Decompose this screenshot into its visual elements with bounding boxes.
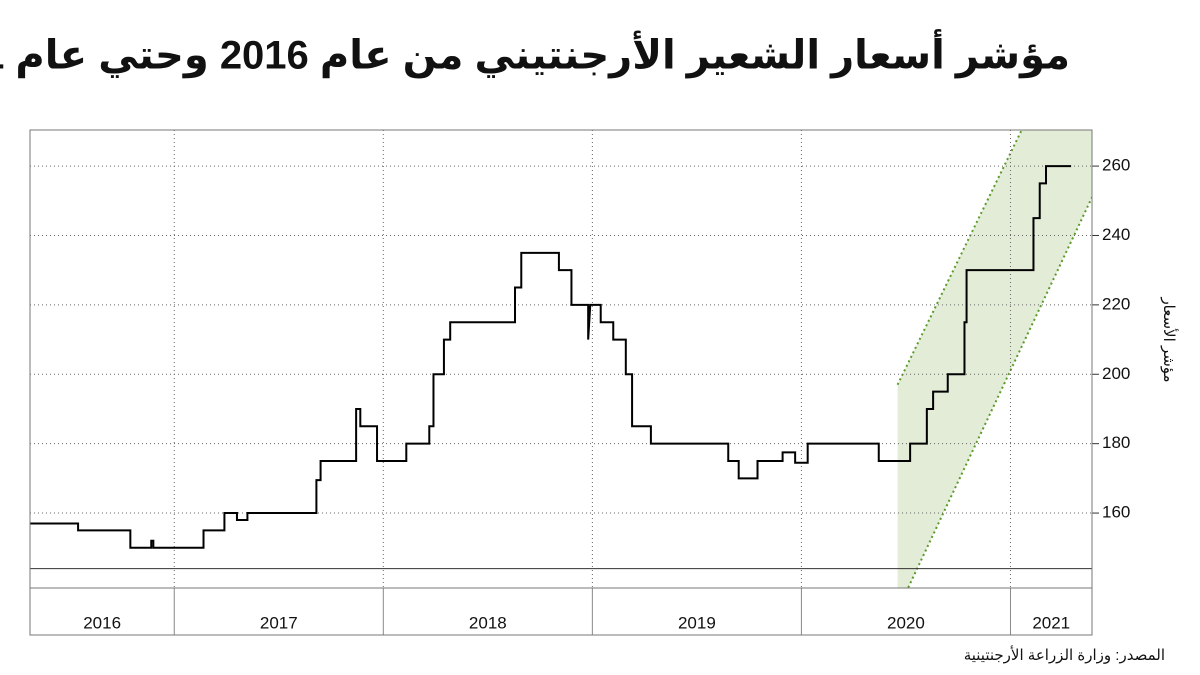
y-axis-label: مؤشر الأسعار: [1160, 296, 1179, 382]
x-tick-label: 2017: [260, 613, 298, 632]
y-tick-label: 200: [1102, 364, 1130, 383]
band-upper-line: [896, 130, 1023, 386]
y-tick-label: 220: [1102, 294, 1130, 313]
plot-area: 160 180 200 220 240 260 2016 2017 2018 2019 2020 20…: [30, 130, 1130, 635]
source-note: المصدر: وزارة الزراعة الأرجنتينية: [964, 645, 1165, 664]
plot-frame: [29, 129, 1093, 636]
x-tick-label: 2021: [1032, 613, 1070, 632]
band-group: [896, 130, 1092, 588]
x-tick-label: 2016: [83, 613, 121, 632]
y-tick-label: 180: [1102, 433, 1130, 452]
x-tick-label: 2020: [887, 613, 925, 632]
x-tick-label: 2018: [469, 613, 507, 632]
y-tick-label: 240: [1102, 225, 1130, 244]
data-line: [30, 165, 1072, 549]
y-tick-label: 260: [1102, 156, 1130, 175]
x-tick-label: 2019: [678, 613, 716, 632]
band-area: [897, 130, 1092, 588]
chart-title: مؤشر أسعار الشعير الأرجنتيني من عام 2016…: [0, 29, 1070, 79]
band-lower-line: [906, 196, 1092, 588]
y-tick-label: 160: [1102, 503, 1130, 522]
